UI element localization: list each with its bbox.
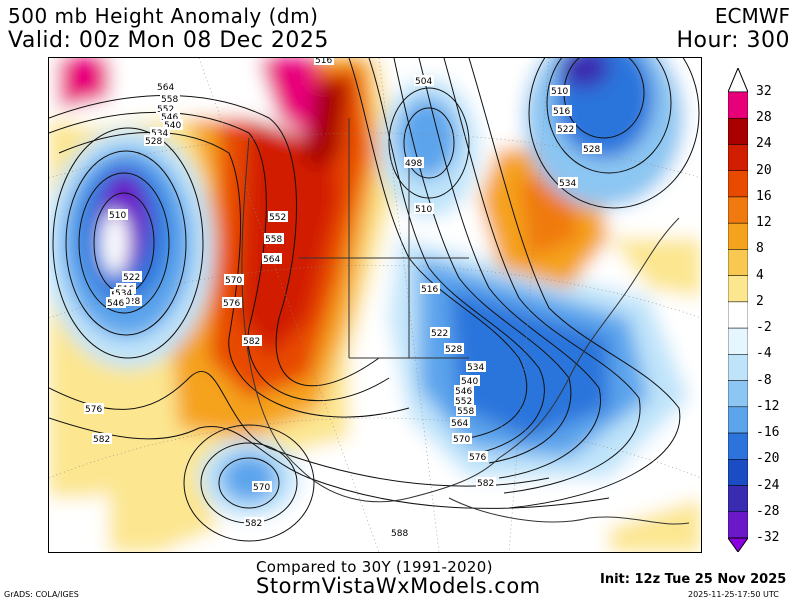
height-contours: [49, 58, 700, 542]
contour-label: 582: [243, 337, 260, 347]
map-canvas: 564 558 552 546 540 534 528 522 516 510 …: [49, 58, 701, 552]
contour-label: 540: [164, 121, 181, 131]
contour-label: 552: [269, 213, 286, 223]
anomaly-shading: [49, 58, 701, 552]
contour-label: 504: [415, 77, 432, 87]
forecast-hour: Hour: 300: [676, 28, 790, 53]
legend-color-cell: [728, 301, 748, 329]
contour-label: 546: [107, 299, 124, 309]
legend-label: -24: [756, 477, 780, 493]
legend-label: 12: [756, 215, 772, 231]
contour-label: 516: [553, 107, 570, 117]
contour-label: 540: [461, 377, 478, 387]
contour-label: 510: [415, 205, 432, 215]
legend-label: 32: [756, 84, 772, 99]
contour-label: 564: [157, 83, 174, 93]
contour-label: 558: [265, 235, 282, 245]
contour-label: 570: [453, 435, 470, 445]
legend-color-cell: [728, 117, 748, 145]
contour-label: 516: [315, 58, 332, 66]
legend-color-cell: [728, 485, 748, 513]
contour-label: 564: [451, 419, 468, 429]
contour-label: 498: [405, 159, 422, 169]
legend-color-cell: [728, 380, 748, 408]
contour-label: 558: [161, 95, 178, 105]
legend-color-cell: [728, 144, 748, 171]
contour-label: 552: [455, 397, 472, 407]
contour-label: 522: [431, 329, 448, 339]
contour-label: 528: [445, 345, 462, 355]
contour-label: 570: [253, 483, 270, 493]
coastlines: [241, 118, 690, 525]
contour-label: 576: [85, 405, 102, 415]
legend-label: 4: [756, 267, 764, 283]
init-time: Init: 12z Tue 25 Nov 2025: [600, 572, 787, 587]
contour-label: 510: [109, 211, 126, 221]
legend-color-cell: [728, 327, 748, 355]
legend-color-cell: [728, 91, 748, 119]
site-name: StormVistaWxModels.com: [256, 574, 541, 598]
contour-label: 552: [157, 105, 174, 115]
legend-color-cell: [728, 432, 748, 460]
legend-label: 24: [756, 136, 772, 152]
legend-color-cell: [728, 196, 748, 224]
contour-label: 582: [477, 479, 494, 489]
legend-color-cell: [728, 511, 748, 539]
contour-label: 582: [245, 519, 262, 529]
contour-label: 510: [551, 87, 568, 97]
contour-label: 534: [559, 179, 576, 189]
contour-label: 570: [225, 276, 242, 286]
contour-label: 546: [455, 387, 472, 397]
legend-label: 28: [756, 110, 772, 126]
contour-label: 564: [263, 255, 280, 265]
legend-label: -28: [756, 503, 780, 519]
legend-label: -8: [756, 372, 772, 388]
climatology-note: Compared to 30Y (1991-2020): [256, 558, 493, 576]
contour-label: 546: [161, 113, 178, 123]
contour-label: 534: [151, 129, 168, 139]
contour-label: 558: [457, 407, 474, 417]
contour-label: 522: [123, 273, 140, 283]
credit: GrADS: COLA/IGES: [4, 590, 79, 599]
legend-label: 8: [756, 241, 764, 257]
legend-color-cell: [728, 459, 748, 486]
contour-labels: 564 558 552 546 540 534 528 522 516 510 …: [84, 58, 602, 539]
contour-label: 534: [115, 289, 132, 299]
legend-label: -32: [756, 530, 780, 545]
model-name: ECMWF: [714, 4, 790, 28]
legend-label: -16: [756, 425, 780, 441]
legend-color-cell: [728, 406, 748, 434]
legend-bottom-arrow: [728, 537, 748, 552]
legend-bar: [728, 68, 748, 552]
legend-color-cell: [728, 249, 748, 276]
contour-label: 516: [421, 285, 438, 295]
generated-timestamp: 2025-11-25-17:50 UTC: [688, 590, 779, 599]
legend-label: -20: [756, 451, 780, 467]
legend-label: -4: [756, 346, 772, 362]
valid-time: Valid: 00z Mon 08 Dec 2025: [8, 28, 329, 53]
contour-label: 576: [469, 453, 486, 463]
contour-label: 528: [583, 145, 600, 155]
legend-label: 20: [756, 162, 772, 178]
legend-top-arrow: [728, 68, 748, 93]
contour-label: 588: [391, 529, 408, 539]
contour-label: 522: [557, 125, 574, 135]
contour-label: 576: [223, 299, 240, 309]
legend-label: -12: [756, 398, 780, 414]
map-title: 500 mb Height Anomaly (dm): [8, 4, 319, 28]
contour-label: 528: [145, 137, 162, 147]
legend-color-cell: [728, 275, 748, 303]
contour-label: 582: [93, 435, 110, 445]
legend-label: 2: [756, 293, 764, 309]
legend-label: -2: [756, 320, 772, 336]
legend-color-cell: [728, 222, 748, 250]
legend-color-cell: [728, 170, 748, 198]
contour-label: 534: [467, 363, 484, 373]
anomaly-map: 564 558 552 546 540 534 528 522 516 510 …: [48, 57, 702, 553]
legend-color-cell: [728, 354, 748, 381]
legend-label: 16: [756, 188, 772, 204]
